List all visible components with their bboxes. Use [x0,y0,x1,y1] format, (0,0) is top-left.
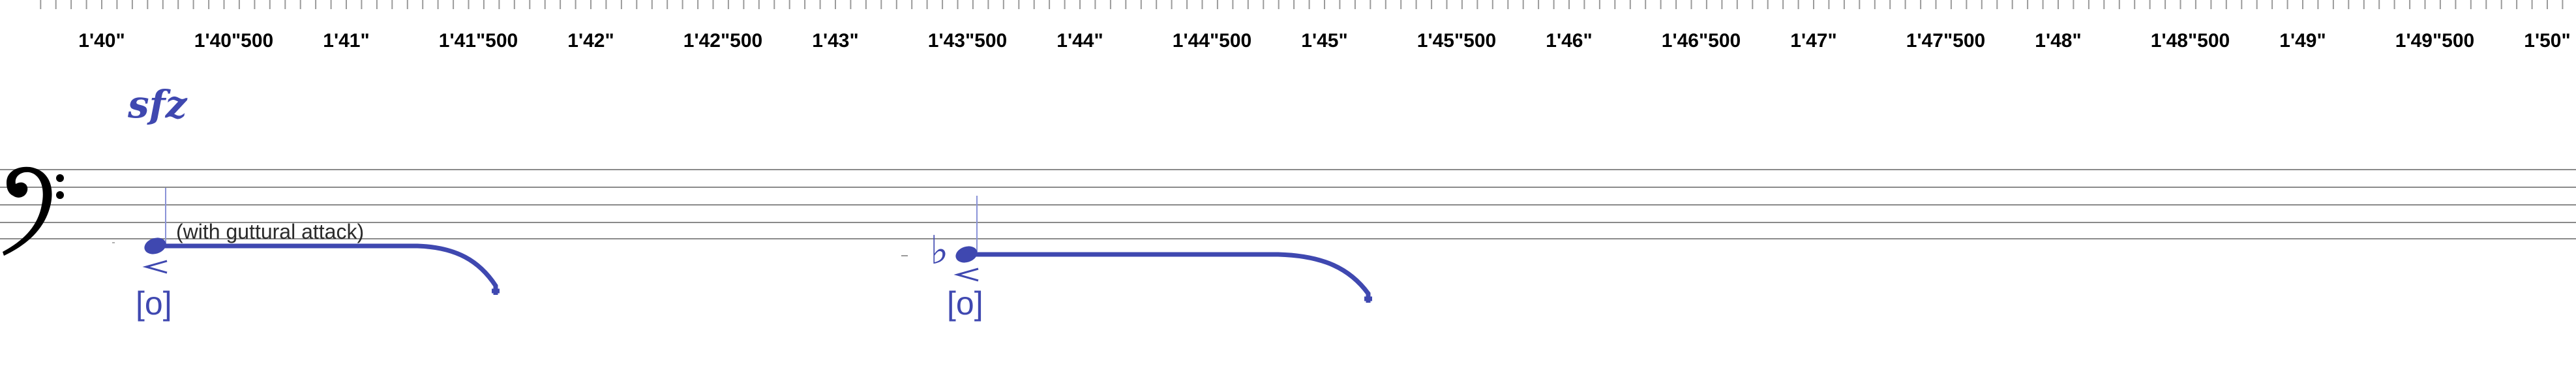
vowel-label: [o] [136,285,172,322]
ruler-label: 1'43"500 [928,30,1007,52]
bass-clef-dot [56,174,64,182]
note-2[interactable]: ♭ [o] [930,196,1372,322]
ruler-label: 1'48"500 [2151,30,2230,52]
bass-clef-icon [3,166,64,256]
ruler-label: 1'47"500 [1906,30,1985,52]
dynamic-marking: sfz [127,82,188,127]
annotation-text: (with guttural attack) [176,220,364,243]
ruler-label: 1'45"500 [1417,30,1496,52]
ruler-label: 1'40" [78,30,125,52]
ruler-label: 1'46"500 [1662,30,1741,52]
ruler-label: 1'49" [2279,30,2326,52]
flat-accidental: ♭ [930,228,948,273]
duration-line [164,243,500,295]
note-head[interactable] [142,235,168,256]
time-ruler-ticks [40,0,2564,9]
accent-icon [142,260,168,274]
ruler-label: 1'44" [1056,30,1103,52]
ruler-label: 1'40"500 [194,30,273,52]
bass-clef-dot [56,191,64,199]
ruler-label: 1'45" [1301,30,1347,52]
duration-line [976,252,1372,303]
time-ruler-labels: 1'40" 1'40"500 1'41" 1'41"500 1'42" 1'42"500 1… [78,30,2570,52]
ruler-label: 1'41"500 [439,30,518,52]
ruler-label: 1'41" [323,30,369,52]
ruler-label: 1'42" [567,30,614,52]
ruler-label: 1'50" [2524,30,2570,52]
ruler-label: 1'48" [2035,30,2081,52]
note-head[interactable] [953,243,980,265]
ruler-label: 1'43" [812,30,858,52]
ruler-label: 1'46" [1546,30,1592,52]
ruler-label: 1'47" [1790,30,1836,52]
accent-icon [953,267,979,282]
staff [0,169,2576,239]
ruler-label: 1'49"500 [2395,30,2474,52]
ruler-label: 1'42"500 [683,30,762,52]
vowel-label: [o] [947,285,983,322]
ruler-label: 1'44"500 [1173,30,1251,52]
note-1[interactable]: [o] (with guttural attack) [136,188,500,322]
